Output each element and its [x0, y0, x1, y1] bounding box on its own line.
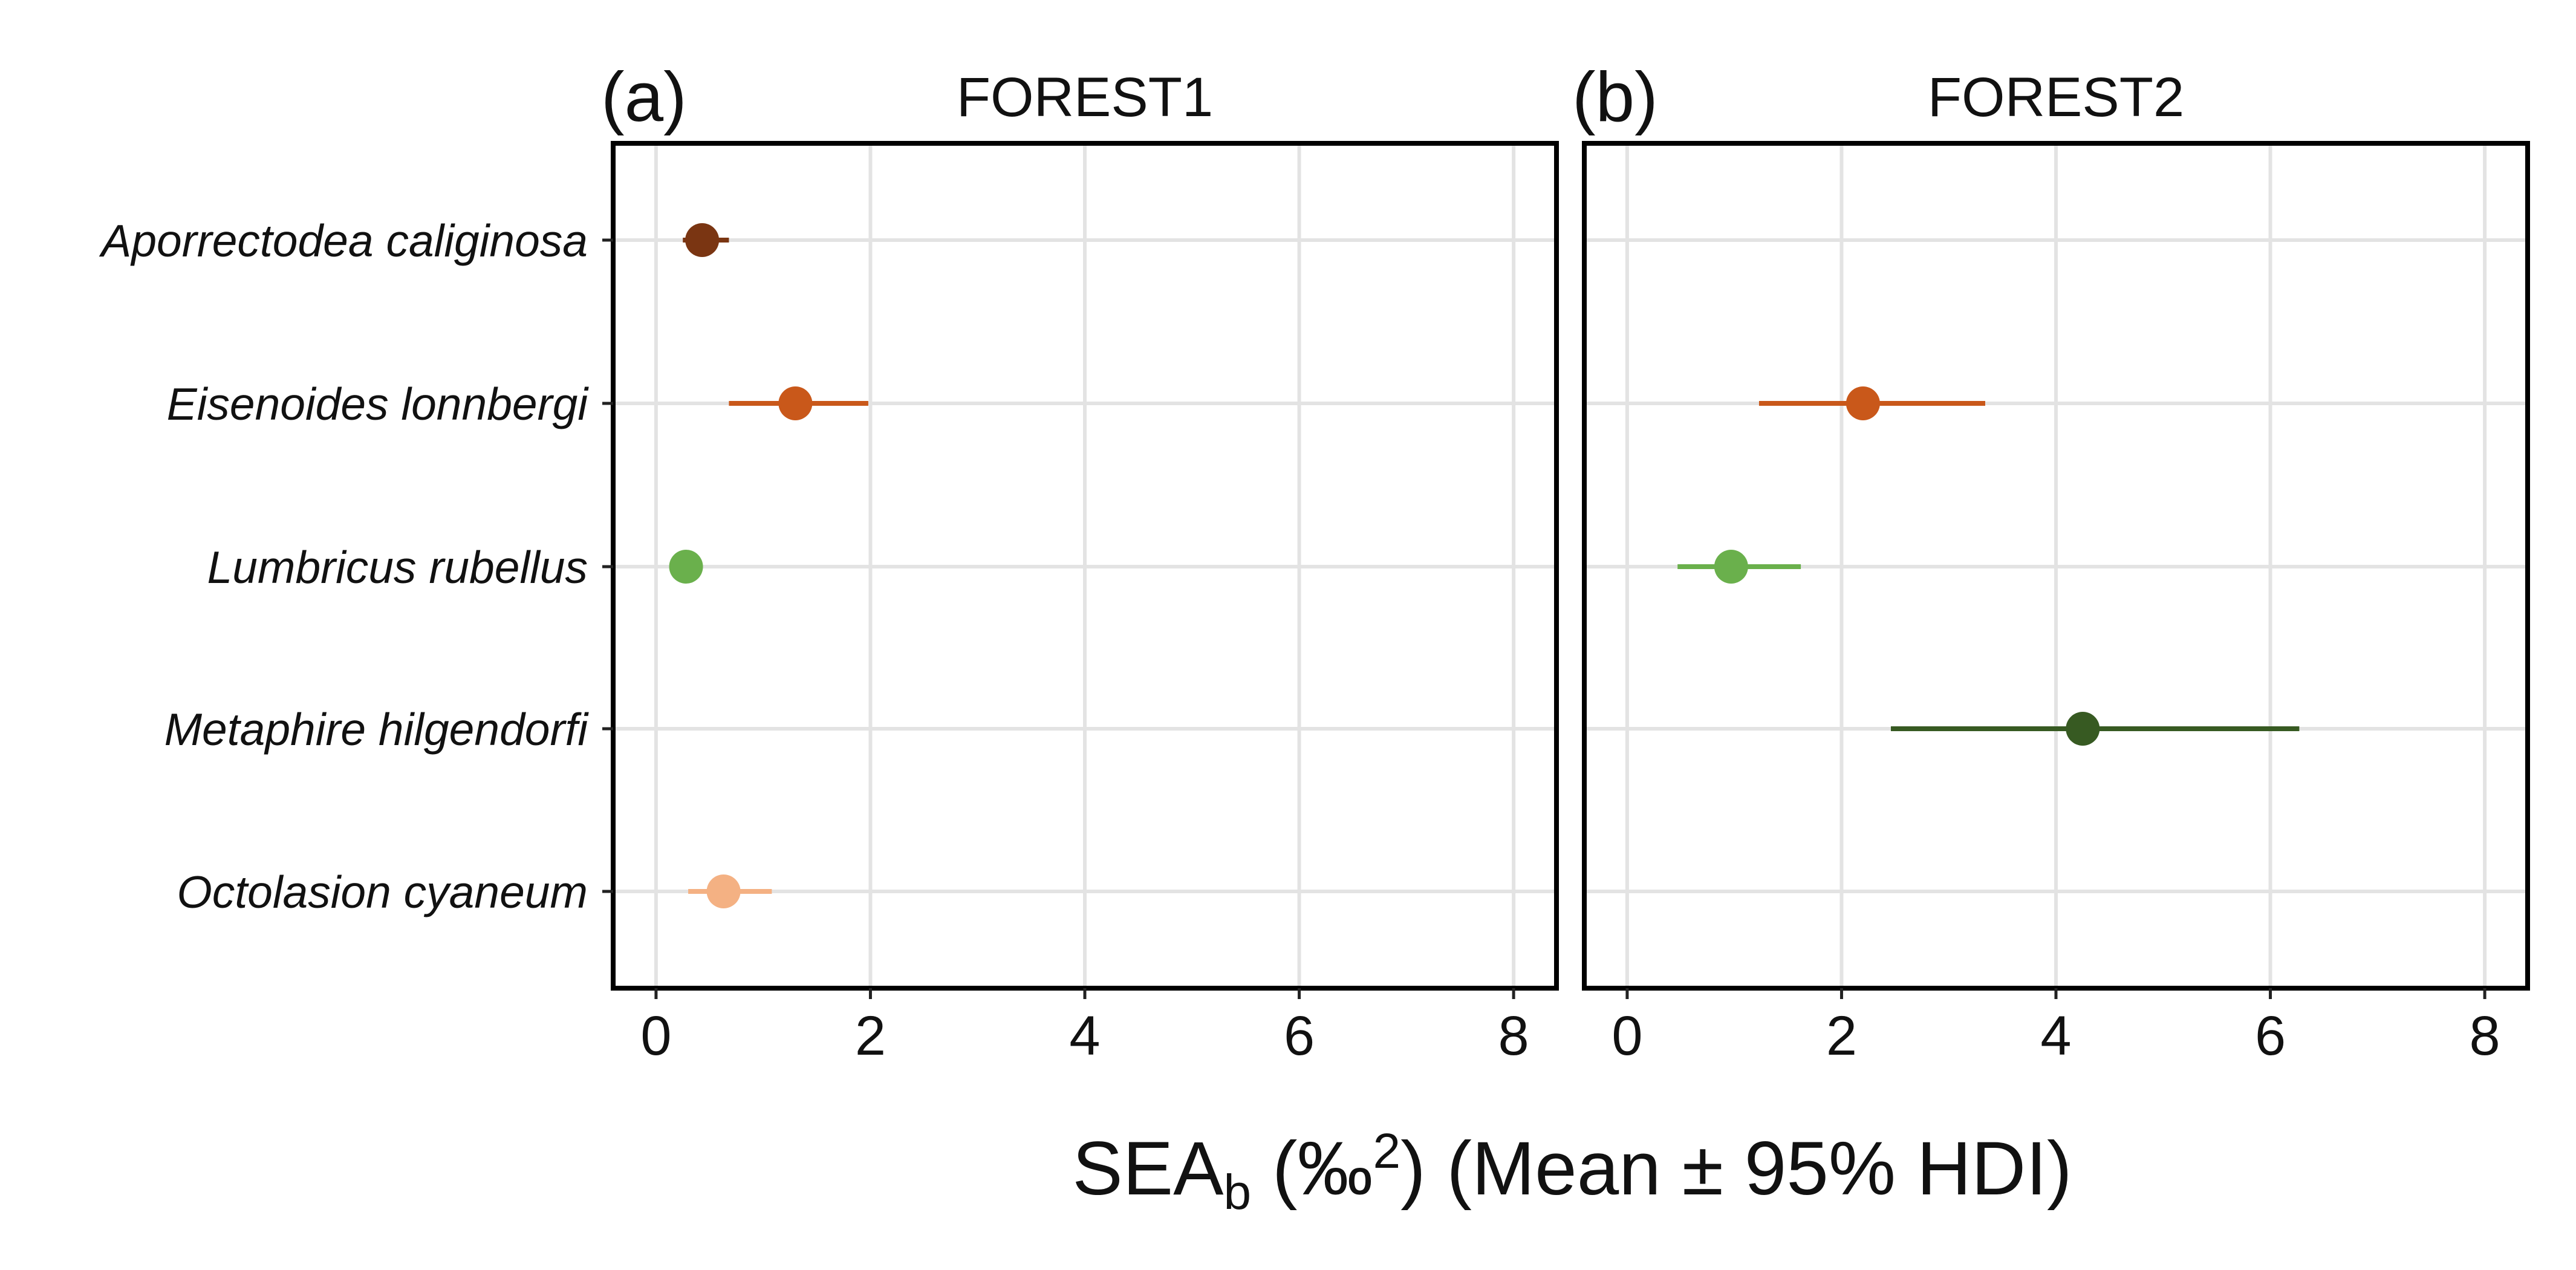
point-group-lumbricus-rubellus	[669, 550, 703, 584]
x-tick-label: 6	[2255, 1005, 2286, 1067]
x-axis-title-main: SEA	[1072, 1127, 1224, 1211]
x-tick-label: 0	[1612, 1005, 1642, 1067]
mean-point-eisenoides-lonnbergi	[778, 386, 813, 420]
panel-tag: (a)	[601, 57, 687, 136]
panel-title: FOREST2	[1928, 67, 2184, 128]
mean-point-aporrectodea-caliginosa	[685, 223, 720, 257]
x-axis-title-sup: 2	[1373, 1124, 1400, 1179]
mean-point-metaphire-hilgendorfi	[2066, 712, 2100, 746]
panel-1: 0 2 4 6 8 (a) FOREST1	[601, 57, 1559, 1067]
y-tick-label-octolasion-cyaneum: Octolasion cyaneum	[177, 867, 588, 917]
y-tick-label-metaphire-hilgendorfi: Metaphire hilgendorfi	[164, 704, 590, 755]
point-group-octolasion-cyaneum	[688, 874, 772, 908]
panel-title: FOREST1	[957, 67, 1213, 128]
mean-point-octolasion-cyaneum	[706, 874, 741, 908]
y-axis-labels: Aporrectodea caliginosa Eisenoides lonnbe…	[99, 215, 613, 917]
y-tick-label-eisenoides-lonnbergi: Eisenoides lonnbergi	[167, 379, 590, 429]
x-tick-label: 4	[2040, 1005, 2071, 1067]
x-tick-label: 8	[1498, 1005, 1529, 1067]
x-tick-label: 4	[1069, 1005, 1100, 1067]
x-axis-title-unit: (‰	[1251, 1127, 1373, 1211]
y-tick-label-lumbricus-rubellus: Lumbricus rubellus	[207, 542, 588, 593]
x-tick-label: 8	[2470, 1005, 2500, 1067]
x-tick-label: 2	[1826, 1005, 1857, 1067]
x-tick-label: 6	[1284, 1005, 1315, 1067]
point-group-metaphire-hilgendorfi	[1891, 712, 2300, 746]
panels-layer: 0 2 4 6 8 (a) FOREST1 0 2 4 6 8 (b) FOREST2	[601, 57, 2530, 1067]
x-tick-label: 2	[855, 1005, 886, 1067]
x-axis-title-sub: b	[1224, 1165, 1252, 1220]
mean-point-lumbricus-rubellus	[1714, 550, 1748, 584]
point-group-aporrectodea-caliginosa	[683, 223, 729, 257]
point-group-lumbricus-rubellus	[1677, 550, 1801, 584]
x-axis-title-rest: ) (Mean ± 95% HDI)	[1400, 1127, 2072, 1211]
mean-point-eisenoides-lonnbergi	[1846, 386, 1880, 420]
panel-2: 0 2 4 6 8 (b) FOREST2	[1572, 57, 2530, 1067]
y-tick-label-aporrectodea-caliginosa: Aporrectodea caliginosa	[99, 215, 588, 266]
panel-tag: (b)	[1572, 57, 1658, 136]
mean-point-lumbricus-rubellus	[669, 550, 703, 584]
point-group-eisenoides-lonnbergi	[729, 386, 868, 420]
x-axis-title: SEAb (‰2) (Mean ± 95% HDI)	[1072, 1124, 2072, 1220]
x-tick-label: 0	[640, 1005, 671, 1067]
point-group-eisenoides-lonnbergi	[1758, 386, 1985, 420]
